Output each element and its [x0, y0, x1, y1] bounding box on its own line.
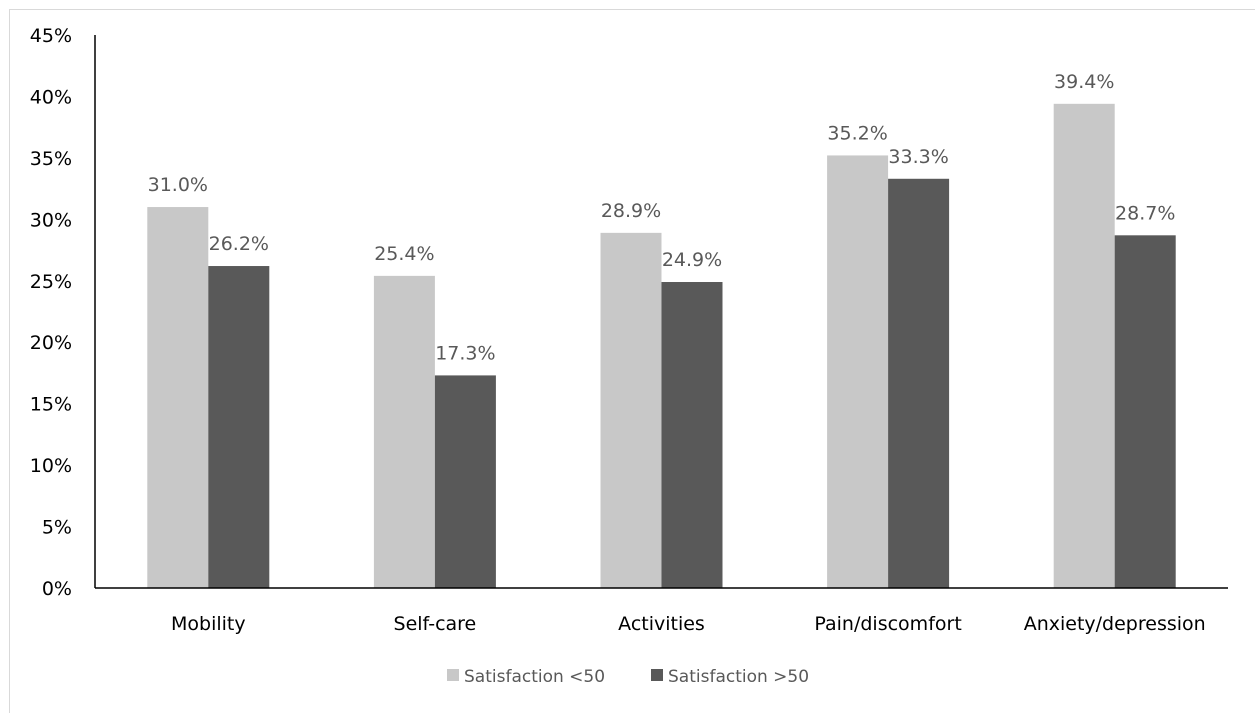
legend: Satisfaction <50 Satisfaction >50 [447, 667, 809, 687]
x-category-label: Anxiety/depression [1024, 613, 1206, 635]
data-label: 25.4% [374, 243, 434, 265]
y-tick-label: 0% [42, 578, 72, 600]
legend-swatch [447, 669, 459, 681]
bar [208, 266, 270, 588]
data-label: 35.2% [827, 122, 887, 144]
x-category-label: Pain/discomfort [814, 613, 961, 635]
data-label: 17.3% [435, 342, 495, 364]
bar [147, 207, 209, 589]
y-tick-label: 15% [30, 394, 72, 416]
y-tick-label: 40% [30, 86, 72, 108]
bar [434, 375, 496, 588]
data-label: 33.3% [888, 146, 948, 168]
bar [1053, 103, 1115, 588]
bar [373, 275, 435, 588]
bar [827, 155, 889, 589]
axes [94, 35, 1228, 589]
data-label: 24.9% [662, 249, 722, 271]
data-label: 28.9% [601, 200, 661, 222]
y-tick-label: 20% [30, 332, 72, 354]
bar [661, 282, 723, 588]
x-axis-category-labels: Mobility Self-care Activities Pain/discomfo… [171, 613, 1206, 635]
data-label: 28.7% [1115, 202, 1175, 224]
data-label: 26.2% [209, 233, 269, 255]
data-labels: 31.0% 26.2% 25.4% 17.3% 28.9% 24.9% 35.2%33.3%… [148, 71, 1176, 365]
x-category-label: Mobility [171, 613, 246, 635]
data-label: 31.0% [148, 174, 208, 196]
y-axis-tick-labels: 0% 5% 10% 15% 20% 25% 30% 35% 40% 45% [30, 25, 72, 600]
legend-label: Satisfaction <50 [464, 667, 605, 687]
bar [888, 178, 950, 588]
y-tick-label: 45% [30, 25, 72, 47]
legend-swatch [651, 669, 663, 681]
bar [1114, 235, 1176, 588]
y-tick-label: 10% [30, 455, 72, 477]
bars [147, 103, 1176, 589]
x-category-label: Self-care [394, 613, 477, 635]
y-tick-label: 35% [30, 148, 72, 170]
y-tick-label: 5% [42, 517, 72, 539]
x-category-label: Activities [618, 613, 705, 635]
data-label: 39.4% [1054, 71, 1114, 93]
y-tick-label: 25% [30, 271, 72, 293]
y-tick-label: 30% [30, 209, 72, 231]
legend-label: Satisfaction >50 [668, 667, 809, 687]
bar [600, 232, 662, 588]
